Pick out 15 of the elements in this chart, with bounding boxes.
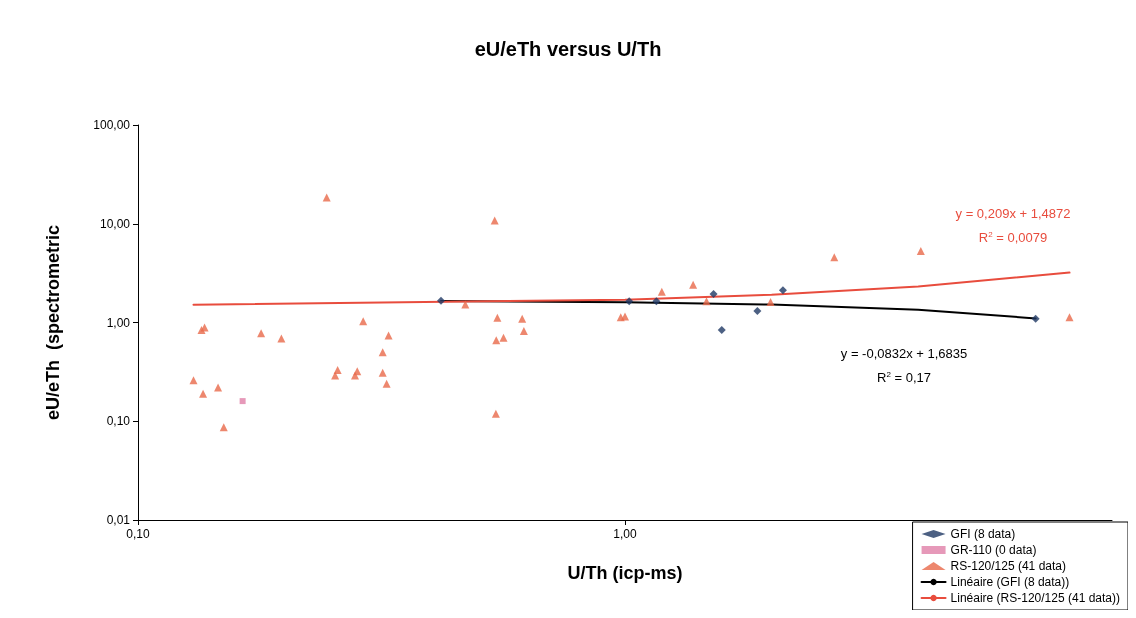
y-tick-label: 0,01 [106,513,131,527]
annotation: y = 0,209x + 1,4872 [955,205,1071,221]
y-tick-label: 1,00 [106,315,131,330]
y-axis-title: eU/eTh (spectrometric [43,224,63,421]
y-tick-label: 10,00 [99,216,131,231]
y-tick-label: 0,10 [106,414,131,429]
legend-label: GFI (8 data) [950,527,1016,541]
annotation: y = -0,0832x + 1,6835 [840,345,968,361]
chart-title: eU/eTh versus U/Th [474,38,662,60]
x-axis-title: U/Th (icp-ms) [567,563,683,583]
legend-label: GR-110 (0 data) [950,543,1037,557]
legend-label: Linéaire (GFI (8 data)) [950,575,1070,589]
legend-label: Linéaire (RS-120/125 (41 data)) [950,591,1121,605]
legend-label: RS-120/125 (41 data) [950,559,1066,573]
y-tick-label: 100,00 [93,118,131,132]
